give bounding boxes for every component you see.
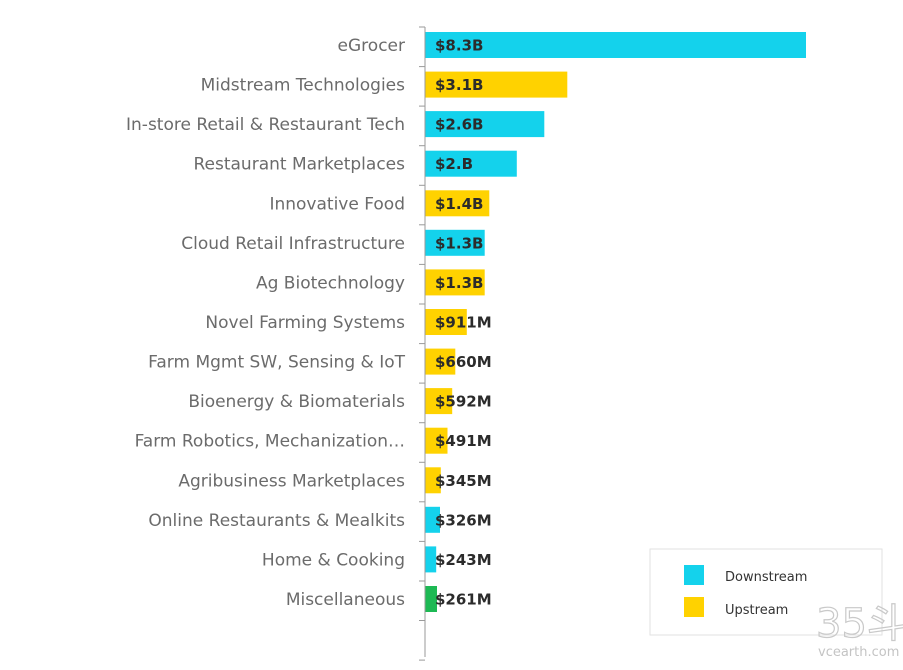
bar-novel-farming-systems <box>425 309 467 335</box>
value-label-cloud-retail-infrastructure: $1.3B <box>435 234 483 252</box>
category-label-novel-farming-systems: Novel Farming Systems <box>205 313 405 333</box>
watermark: 35斗 vcearth.com <box>815 600 903 660</box>
value-label-novel-farming-systems: $911M <box>435 314 492 332</box>
bar-online-restaurants-mealkits <box>425 506 440 533</box>
legend: Downstream Upstream <box>649 548 883 636</box>
legend-label-upstream: Upstream <box>725 603 788 618</box>
bar-agribusiness-marketplaces <box>425 467 441 494</box>
category-label-restaurant-marketplaces: Restaurant Marketplaces <box>193 155 405 175</box>
category-label-farm-robotics-mechanization: Farm Robotics, Mechanization… <box>135 432 405 452</box>
legend-box <box>649 548 883 636</box>
bars-group <box>425 32 806 612</box>
value-label-online-restaurants-mealkits: $326M <box>435 511 492 529</box>
category-label-farm-mgmt-sw-sensing-iot: Farm Mgmt SW, Sensing & IoT <box>148 353 405 373</box>
bar-midstream-technologies <box>425 71 568 98</box>
category-label-agribusiness-marketplaces: Agribusiness Marketplaces <box>178 471 405 491</box>
category-label-miscellaneous: Miscellaneous <box>286 590 405 610</box>
bar-in-store-retail-restaurant-tech <box>425 111 545 138</box>
bar-farm-mgmt-sw-sensing-iot <box>425 348 456 375</box>
value-label-bioenergy-biomaterials: $592M <box>435 393 492 411</box>
value-label-agribusiness-marketplaces: $345M <box>435 472 492 490</box>
category-label-in-store-retail-restaurant-tech: In-store Retail & Restaurant Tech <box>126 115 405 135</box>
value-label-ag-biotechnology: $1.3B <box>435 274 483 292</box>
watermark-site: vcearth.com <box>818 645 899 660</box>
value-labels: $8.3B $3.1B $2.6B $2.B $1.4B $1.3B $1.3B $911M $… <box>435 37 492 609</box>
bar-farm-robotics-mechanization <box>425 427 448 454</box>
watermark-mark: 35斗 <box>816 601 903 647</box>
category-label-cloud-retail-infrastructure: Cloud Retail Infrastructure <box>181 234 405 254</box>
category-label-innovative-food: Innovative Food <box>269 194 405 214</box>
value-label-farm-robotics-mechanization: $491M <box>435 432 492 450</box>
category-label-ag-biotechnology: Ag Biotechnology <box>256 273 405 293</box>
y-axis-ticks <box>419 26 425 661</box>
value-label-in-store-retail-restaurant-tech: $2.6B <box>435 116 483 134</box>
bar-miscellaneous <box>425 586 437 612</box>
value-label-egrocer: $8.3B <box>435 37 483 55</box>
legend-label-downstream: Downstream <box>725 570 807 585</box>
bar-home-cooking <box>425 546 437 573</box>
bar-ag-biotechnology <box>425 269 485 296</box>
bar-egrocer <box>425 32 806 58</box>
value-label-home-cooking: $243M <box>435 551 492 569</box>
value-label-restaurant-marketplaces: $2.B <box>435 155 473 173</box>
value-label-miscellaneous: $261M <box>435 591 492 609</box>
bar-bioenergy-biomaterials <box>425 388 453 415</box>
bar-innovative-food <box>425 190 490 217</box>
bar-restaurant-marketplaces <box>425 150 517 177</box>
category-label-online-restaurants-mealkits: Online Restaurants & Mealkits <box>148 511 405 531</box>
value-label-innovative-food: $1.4B <box>435 195 483 213</box>
category-labels: eGrocer Midstream Technologies In-store Re… <box>126 36 406 610</box>
category-label-midstream-technologies: Midstream Technologies <box>201 76 406 96</box>
category-label-home-cooking: Home & Cooking <box>262 550 405 570</box>
value-label-midstream-technologies: $3.1B <box>435 76 483 94</box>
legend-swatch-downstream <box>684 565 704 585</box>
category-label-egrocer: eGrocer <box>338 36 405 56</box>
bar-cloud-retail-infrastructure <box>425 229 485 256</box>
category-label-bioenergy-biomaterials: Bioenergy & Biomaterials <box>188 392 405 412</box>
legend-swatch-upstream <box>684 597 704 617</box>
value-label-farm-mgmt-sw-sensing-iot: $660M <box>435 353 492 371</box>
